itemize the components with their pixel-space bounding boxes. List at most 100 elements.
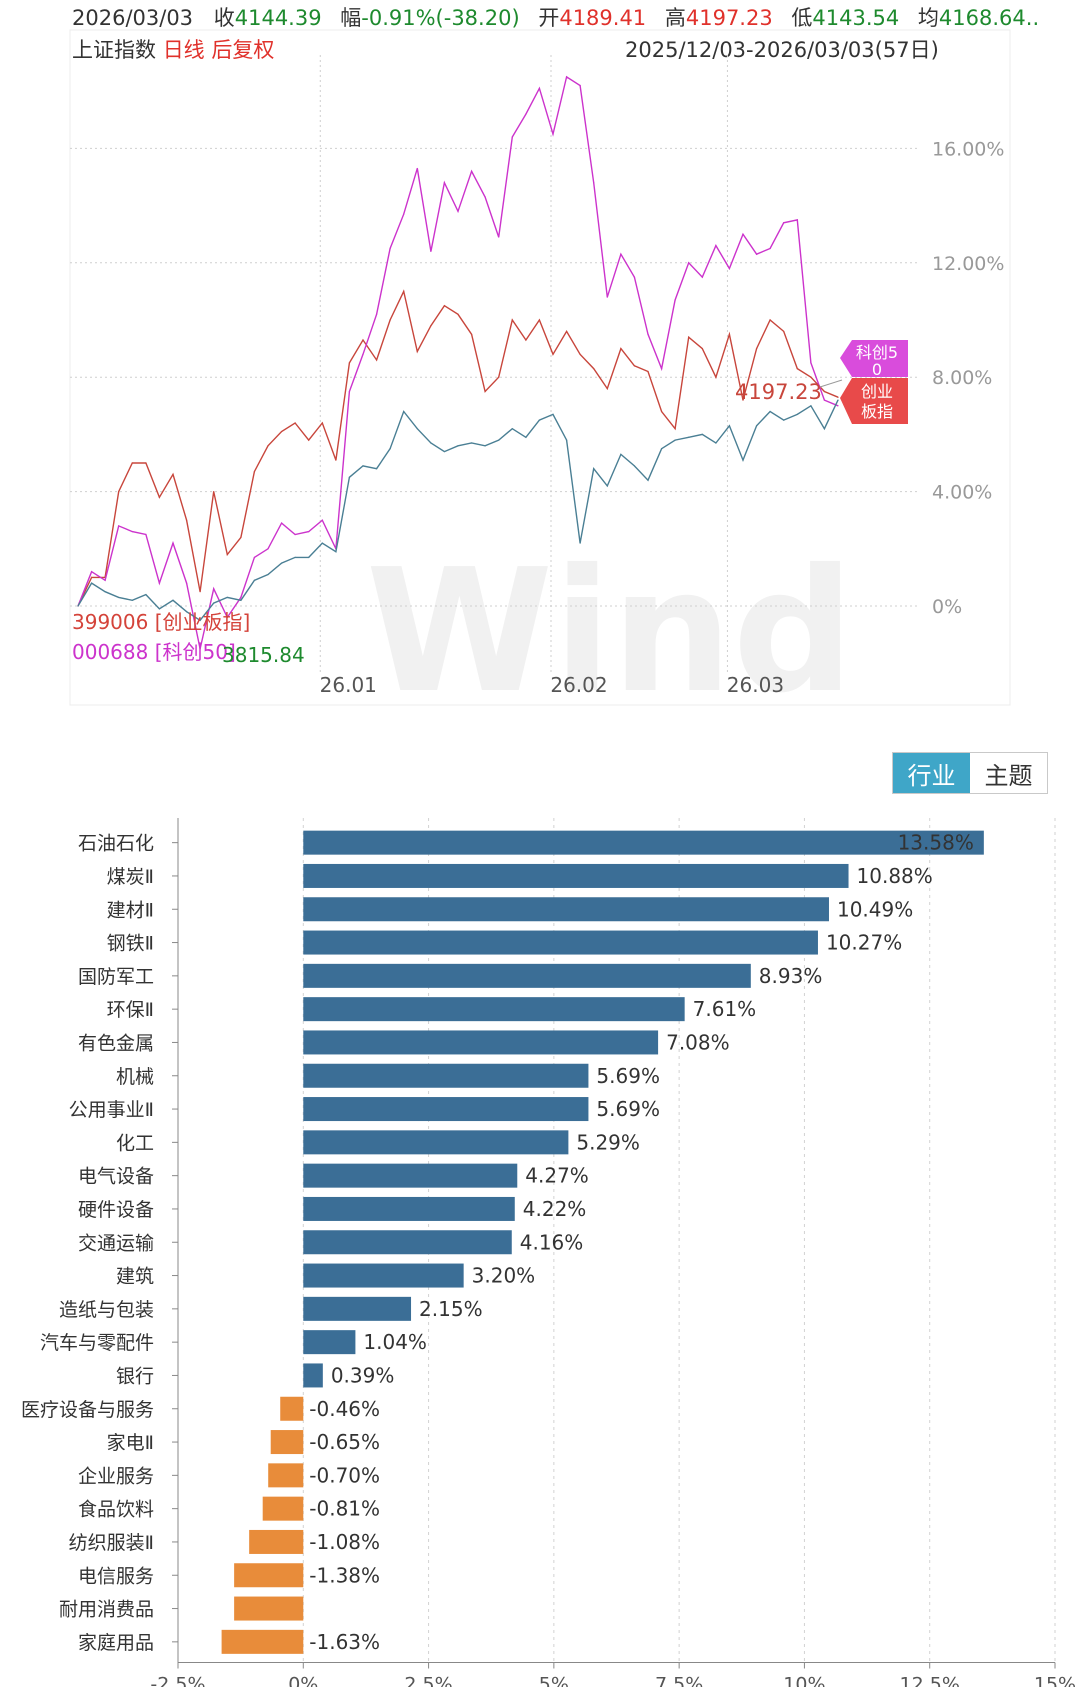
bar-value-label: 4.27%	[525, 1164, 589, 1188]
series-point-1	[457, 210, 459, 212]
low-label: 低	[791, 6, 813, 30]
category-label: 家庭用品	[78, 1632, 154, 1654]
tab-theme[interactable]: 主题	[970, 753, 1047, 793]
category-label: 硬件设备	[78, 1199, 154, 1221]
bar-value-label: 4.16%	[520, 1230, 584, 1254]
bar-value-label: -0.46%	[309, 1397, 380, 1421]
y-tick-label: 4.00%	[932, 482, 992, 504]
bar	[303, 1330, 356, 1355]
category-label: 电气设备	[78, 1166, 154, 1188]
bar	[268, 1463, 304, 1488]
series-point-0	[416, 350, 418, 353]
bar-value-label: 7.61%	[693, 997, 757, 1021]
bar	[303, 1363, 323, 1388]
series-point-1	[755, 253, 758, 255]
series-point-1	[552, 133, 554, 135]
series-point-0	[158, 496, 161, 498]
x-tick-label: 10%	[783, 1674, 825, 1687]
series-point-1	[158, 582, 161, 584]
series-point-1	[565, 76, 568, 78]
series-point-0	[674, 428, 676, 430]
series-point-0	[267, 445, 269, 447]
series-point-0	[199, 591, 201, 593]
series-point-1	[430, 250, 432, 252]
avg-value: 4168.64..	[938, 6, 1040, 30]
series-point-1	[145, 533, 147, 536]
bar	[303, 1230, 512, 1255]
series-point-1	[769, 247, 771, 250]
bar	[303, 1063, 589, 1088]
series-point-1	[131, 531, 133, 533]
series-label-chuangye: 399006 [创业板指]	[72, 610, 250, 634]
change-value: -0.91%(-38.20)	[361, 6, 520, 30]
series-point-0	[525, 339, 527, 341]
series-point-0	[660, 410, 663, 413]
tab-industry[interactable]: 行业	[893, 753, 970, 793]
series-point-1	[294, 533, 296, 536]
series-point-0	[185, 519, 188, 521]
series-point-0	[335, 459, 337, 461]
series-point-1	[511, 136, 513, 138]
series-point-0	[457, 313, 459, 315]
bar-value-label: 10.27%	[826, 931, 902, 955]
series-point-2	[145, 593, 147, 596]
series-point-2	[335, 551, 337, 553]
series-point-1	[90, 571, 93, 573]
series-point-2	[240, 599, 242, 601]
bar	[303, 830, 984, 855]
series-point-0	[769, 319, 771, 321]
high-label: 高	[664, 6, 686, 30]
series-point-2	[742, 459, 744, 461]
series-point-0	[755, 348, 758, 350]
series-point-1	[728, 267, 731, 270]
quote-date: 2026/03/03	[72, 6, 194, 30]
series-point-0	[240, 536, 242, 538]
bar-value-label: 7.08%	[666, 1030, 730, 1054]
series-point-0	[796, 368, 798, 370]
x-tick-label: 0%	[288, 1674, 318, 1687]
series-point-2	[158, 608, 161, 610]
index-info: 上证指数 日线 后复权	[72, 34, 274, 64]
series-point-2	[715, 442, 717, 444]
series-point-2	[294, 556, 296, 558]
category-label: 造纸与包装	[59, 1299, 154, 1321]
series-point-1	[498, 236, 500, 238]
series-point-0	[131, 462, 133, 464]
tab-group: 行业 主题	[892, 752, 1048, 794]
series-point-1	[185, 582, 188, 584]
bar-value-label: 10.88%	[857, 864, 933, 888]
series-point-1	[240, 596, 242, 599]
series-point-1	[104, 579, 106, 581]
series-point-2	[484, 445, 486, 447]
series-point-0	[810, 376, 812, 378]
series-point-1	[633, 276, 636, 278]
series-point-1	[660, 368, 663, 370]
series-point-2	[457, 445, 459, 447]
series-point-1	[403, 213, 405, 215]
series-point-1	[416, 167, 418, 170]
series-point-0	[633, 365, 636, 367]
series-point-2	[565, 439, 568, 441]
high-leader-line	[819, 379, 843, 388]
series-point-2	[443, 450, 446, 453]
series-point-1	[538, 87, 541, 89]
series-point-0	[172, 473, 174, 476]
series-point-0	[443, 305, 446, 307]
x-tick-label: 15%	[1034, 1674, 1076, 1687]
bar	[303, 1097, 589, 1122]
series-point-2	[172, 599, 174, 601]
series-point-1	[172, 542, 174, 544]
series-point-2	[430, 442, 432, 444]
series-point-2	[348, 476, 351, 478]
category-label: 纺织服装Ⅱ	[69, 1532, 154, 1554]
y-tick-label: 8.00%	[932, 367, 992, 389]
series-point-1	[701, 276, 703, 278]
avg-label: 均	[917, 6, 939, 30]
series-point-2	[470, 442, 473, 444]
x-tick-label: 12.5%	[900, 1674, 960, 1687]
category-label: 公用事业Ⅱ	[69, 1099, 154, 1121]
series-point-2	[552, 413, 554, 415]
category-label: 银行	[116, 1365, 154, 1387]
series-point-0	[470, 333, 473, 335]
series-point-0	[375, 359, 378, 361]
